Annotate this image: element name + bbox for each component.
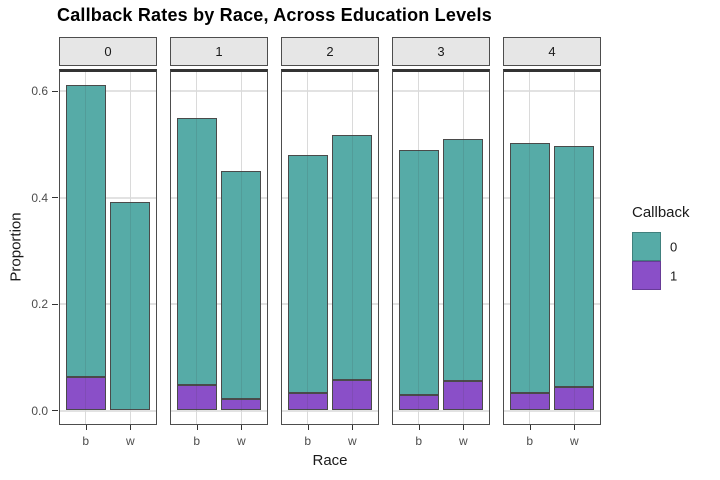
bar-segment-callback-0 <box>554 145 595 388</box>
facet-strip: 3 <box>392 37 490 66</box>
major-gridline-horizontal <box>503 90 601 92</box>
x-axis-tick-label: w <box>125 434 135 448</box>
legend-title: Callback <box>632 204 690 221</box>
major-gridline-horizontal <box>392 409 490 412</box>
major-gridline-horizontal <box>503 303 601 305</box>
gridline-through-bar <box>84 85 87 411</box>
major-gridline-horizontal <box>170 409 268 412</box>
legend-label-callback-1: 1 <box>670 268 678 283</box>
legend-key-callback-1 <box>632 261 661 290</box>
facet-strip-label: 3 <box>437 44 445 59</box>
x-axis-tick-label: b <box>415 434 423 448</box>
chart-title: Callback Rates by Race, Across Education… <box>57 5 492 25</box>
x-axis-tick-label: w <box>347 434 357 448</box>
major-gridline-horizontal <box>281 90 379 92</box>
y-axis-tick-label: 0.2 <box>31 297 48 311</box>
x-axis-tick-mark <box>529 425 531 430</box>
x-axis-tick-mark <box>463 425 465 430</box>
gridline-through-bar <box>351 134 354 411</box>
x-axis-tick-label: b <box>304 434 312 448</box>
x-axis-tick-label: w <box>458 434 468 448</box>
bar-segment-callback-1 <box>398 395 439 411</box>
y-axis-tick-mark <box>52 197 58 198</box>
bar-segment-callback-1 <box>443 381 484 411</box>
bar-segment-callback-1 <box>287 392 328 411</box>
major-gridline-horizontal <box>503 409 601 412</box>
major-gridline-horizontal <box>59 303 157 305</box>
bar-segment-callback-0 <box>110 201 151 411</box>
facet-strip: 2 <box>281 37 379 66</box>
legend-label-callback-0: 0 <box>670 239 678 254</box>
major-gridline-horizontal <box>59 90 157 92</box>
major-gridline-horizontal <box>281 303 379 305</box>
major-gridline-horizontal <box>59 409 157 412</box>
gridline-through-bar <box>462 138 465 411</box>
x-axis-title: Race <box>312 452 348 469</box>
facet-strip-label: 0 <box>104 44 112 59</box>
bar-segment-callback-1 <box>176 384 217 411</box>
gridline-through-bar <box>417 149 420 411</box>
bar-segment-callback-0 <box>509 142 550 393</box>
bar-segment-callback-1 <box>554 387 595 411</box>
facet-strip-label: 2 <box>326 44 334 59</box>
bar-segment-callback-0 <box>65 85 106 377</box>
major-gridline-horizontal <box>392 196 490 199</box>
y-axis-tick-mark <box>52 410 58 411</box>
major-gridline-horizontal <box>392 303 490 305</box>
major-gridline-horizontal <box>170 303 268 305</box>
x-axis-tick-mark <box>307 425 309 430</box>
gridline-through-bar <box>129 201 132 411</box>
x-axis-tick-mark <box>130 425 132 430</box>
bar-segment-callback-1 <box>332 379 373 411</box>
x-axis-tick-label: b <box>193 434 201 448</box>
x-axis-tick-mark <box>85 425 87 430</box>
major-gridline-horizontal <box>281 409 379 412</box>
gridline-through-bar <box>306 154 309 411</box>
y-axis-tick-mark <box>52 90 58 92</box>
bar-segment-callback-1 <box>65 376 106 411</box>
bar-segment-callback-0 <box>221 170 262 399</box>
major-gridline-horizontal <box>392 90 490 92</box>
facet-strip: 0 <box>59 37 157 66</box>
y-axis-tick-label: 0.4 <box>31 190 48 205</box>
x-axis-tick-mark <box>196 425 198 430</box>
legend-key-callback-0 <box>632 232 661 261</box>
gridline-through-bar <box>195 117 198 411</box>
bar-segment-callback-0 <box>287 154 328 393</box>
bar-segment-callback-0 <box>443 138 484 382</box>
bar-segment-callback-0 <box>398 149 439 396</box>
major-gridline-horizontal <box>170 90 268 92</box>
x-axis-tick-mark <box>574 425 576 430</box>
x-axis-tick-mark <box>418 425 420 430</box>
gridline-through-bar <box>240 170 243 411</box>
x-axis-tick-label: b <box>526 434 534 448</box>
major-gridline-horizontal <box>503 196 601 199</box>
major-gridline-horizontal <box>59 196 157 199</box>
y-axis-tick-label: 0.0 <box>31 403 48 418</box>
bar-segment-callback-0 <box>176 117 217 385</box>
bar-segment-callback-1 <box>509 392 550 411</box>
bar-segment-callback-0 <box>332 134 373 380</box>
facet-strip-label: 4 <box>548 44 556 59</box>
gridline-through-bar <box>528 142 531 411</box>
facet-strip-label: 1 <box>215 44 223 59</box>
x-axis-tick-label: b <box>82 434 90 448</box>
x-axis-tick-label: w <box>236 434 246 448</box>
facet-strip: 4 <box>503 37 601 66</box>
x-axis-tick-mark <box>352 425 354 430</box>
major-gridline-horizontal <box>281 196 379 199</box>
y-axis-tick-mark <box>52 303 58 305</box>
y-axis-tick-label: 0.6 <box>31 84 48 98</box>
facet-strip: 1 <box>170 37 268 66</box>
x-axis-tick-mark <box>241 425 243 430</box>
x-axis-tick-label: w <box>569 434 579 448</box>
bar-segment-callback-1 <box>221 398 262 411</box>
legend: Callback 0 1 <box>632 204 717 299</box>
major-gridline-horizontal <box>170 196 268 199</box>
gridline-through-bar <box>573 145 576 411</box>
